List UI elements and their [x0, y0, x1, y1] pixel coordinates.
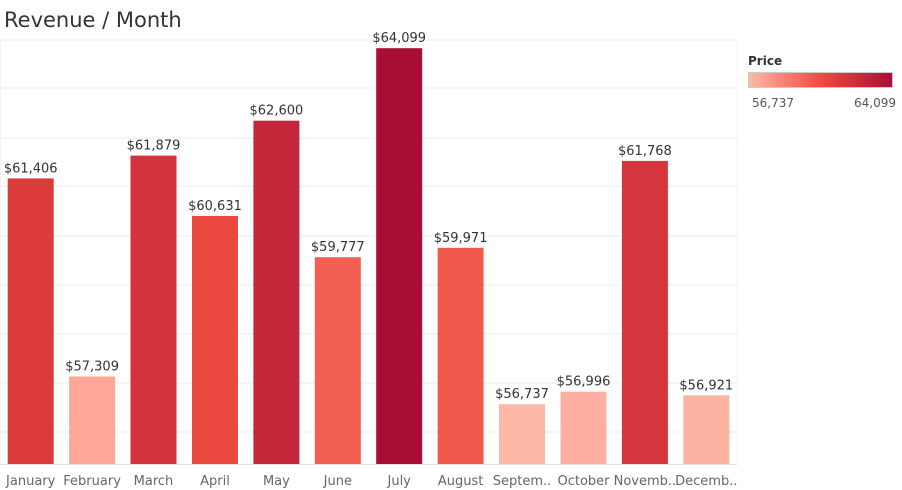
category-label: Novemb..	[614, 474, 677, 489]
value-label: $61,879	[127, 139, 181, 154]
category-label: January	[5, 474, 56, 489]
bar-november[interactable]	[621, 160, 668, 464]
category-label: June	[323, 474, 352, 489]
bar-january[interactable]	[7, 178, 54, 464]
category-label: February	[63, 474, 121, 489]
legend-max-label: 64,099	[854, 96, 896, 110]
value-label: $59,777	[311, 240, 365, 255]
bar-july[interactable]	[376, 48, 423, 464]
bar-august[interactable]	[437, 247, 484, 464]
bar-may[interactable]	[253, 120, 300, 464]
bar-chart: $61,406 $57,309 $61,879 $60,631 $62,600 $59,7…	[0, 31, 738, 489]
value-label: $57,309	[65, 360, 119, 375]
value-label: $62,600	[250, 104, 304, 119]
category-label: July	[387, 474, 412, 489]
value-label: $61,768	[618, 144, 672, 159]
legend-title: Price	[748, 54, 783, 68]
chart-title: Revenue / Month	[4, 8, 182, 32]
category-label: October	[557, 474, 610, 489]
category-label: March	[134, 474, 174, 489]
category-label: May	[263, 474, 290, 489]
bar-april[interactable]	[192, 215, 238, 464]
category-label: Decemb..	[675, 474, 737, 489]
legend-gradient	[748, 72, 893, 88]
bar-june[interactable]	[314, 257, 361, 464]
bar-march[interactable]	[130, 155, 177, 464]
color-legend: Price 56,737 64,099	[748, 54, 898, 110]
bar-december[interactable]	[683, 395, 730, 464]
category-label: April	[200, 474, 230, 489]
category-label: August	[438, 474, 484, 489]
legend-min-label: 56,737	[752, 96, 794, 110]
value-label: $56,921	[679, 378, 733, 393]
value-label: $64,099	[372, 31, 426, 46]
value-label: $59,971	[434, 231, 488, 246]
bar-october[interactable]	[560, 391, 607, 464]
value-label: $61,406	[4, 161, 58, 176]
value-label: $56,737	[495, 387, 549, 402]
bar-february[interactable]	[69, 376, 116, 465]
value-label: $56,996	[557, 375, 611, 390]
category-label: Septem..	[493, 474, 552, 489]
bar-september[interactable]	[499, 404, 545, 464]
value-label: $60,631	[188, 199, 242, 214]
